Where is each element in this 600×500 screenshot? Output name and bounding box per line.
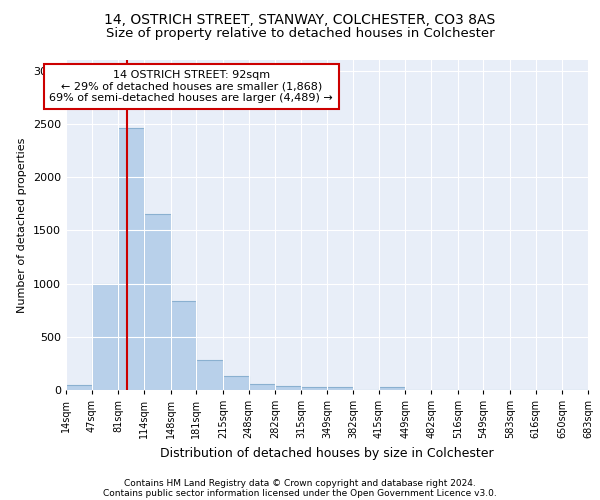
Text: Contains public sector information licensed under the Open Government Licence v3: Contains public sector information licen… [103, 488, 497, 498]
Bar [223, 376, 248, 390]
Bar [379, 387, 406, 390]
Bar [92, 284, 118, 390]
Bar [275, 386, 301, 390]
Text: Contains HM Land Registry data © Crown copyright and database right 2024.: Contains HM Land Registry data © Crown c… [124, 478, 476, 488]
Bar [301, 387, 328, 390]
Bar [66, 384, 92, 390]
Bar [196, 360, 223, 390]
Text: 14, OSTRICH STREET, STANWAY, COLCHESTER, CO3 8AS: 14, OSTRICH STREET, STANWAY, COLCHESTER,… [104, 12, 496, 26]
X-axis label: Distribution of detached houses by size in Colchester: Distribution of detached houses by size … [160, 446, 494, 460]
Bar [328, 388, 353, 390]
Text: 14 OSTRICH STREET: 92sqm
← 29% of detached houses are smaller (1,868)
69% of sem: 14 OSTRICH STREET: 92sqm ← 29% of detach… [49, 70, 333, 103]
Bar [248, 384, 275, 390]
Bar [170, 300, 196, 390]
Bar [144, 214, 170, 390]
Y-axis label: Number of detached properties: Number of detached properties [17, 138, 28, 312]
Text: Size of property relative to detached houses in Colchester: Size of property relative to detached ho… [106, 28, 494, 40]
Bar [118, 128, 144, 390]
